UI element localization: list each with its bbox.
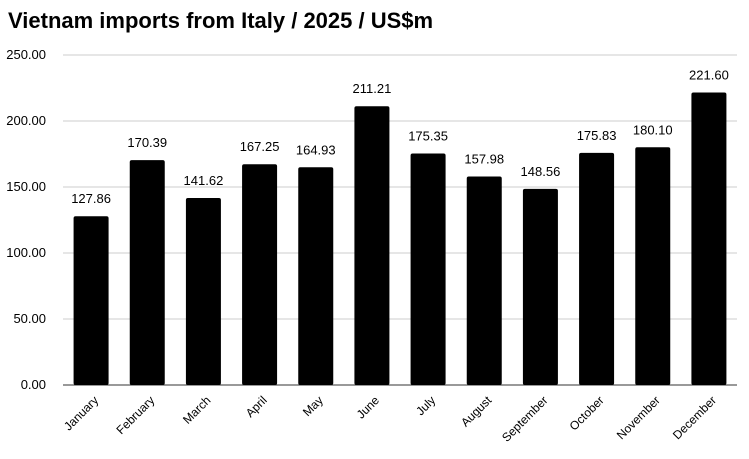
- chart-title: Vietnam imports from Italy / 2025 / US$m: [8, 8, 434, 33]
- bar: [466, 176, 502, 385]
- data-label: 141.62: [184, 173, 224, 188]
- y-tick-label: 100.00: [6, 245, 46, 260]
- bar: [242, 164, 278, 385]
- y-tick-label: 250.00: [6, 47, 46, 62]
- x-tick-label: March: [180, 393, 213, 426]
- data-label: 164.93: [296, 142, 336, 157]
- bar: [129, 160, 165, 385]
- y-tick-label: 200.00: [6, 113, 46, 128]
- y-tick-label: 0.00: [21, 377, 46, 392]
- bar: [73, 216, 109, 385]
- data-label: 157.98: [464, 151, 504, 166]
- x-tick-label: January: [61, 393, 101, 433]
- x-tick-label: June: [354, 393, 383, 422]
- bar: [691, 92, 727, 385]
- bar: [522, 188, 558, 385]
- y-tick-label: 150.00: [6, 179, 46, 194]
- bar: [185, 198, 221, 385]
- y-tick-label: 50.00: [13, 311, 46, 326]
- x-tick-label: December: [670, 393, 719, 442]
- bar: [635, 147, 671, 385]
- x-tick-label: April: [243, 393, 270, 420]
- x-tick-label: February: [114, 393, 158, 437]
- data-label: 175.35: [408, 129, 448, 144]
- x-tick-label: October: [567, 393, 607, 433]
- x-tick-label: August: [458, 393, 495, 430]
- data-label: 180.10: [633, 122, 673, 137]
- data-label: 175.83: [577, 128, 617, 143]
- data-label: 221.60: [689, 67, 729, 82]
- bar: [410, 153, 446, 385]
- data-label: 148.56: [521, 164, 561, 179]
- x-tick-label: May: [300, 393, 326, 419]
- bar: [579, 152, 615, 385]
- bar: [354, 106, 390, 386]
- x-tick-label: July: [413, 393, 438, 418]
- data-label: 167.25: [240, 139, 280, 154]
- x-tick-label: September: [499, 393, 550, 444]
- data-label: 127.86: [71, 191, 111, 206]
- x-tick-label: November: [614, 393, 663, 442]
- data-label: 170.39: [127, 135, 167, 150]
- data-label: 211.21: [353, 81, 392, 96]
- bar: [298, 167, 334, 385]
